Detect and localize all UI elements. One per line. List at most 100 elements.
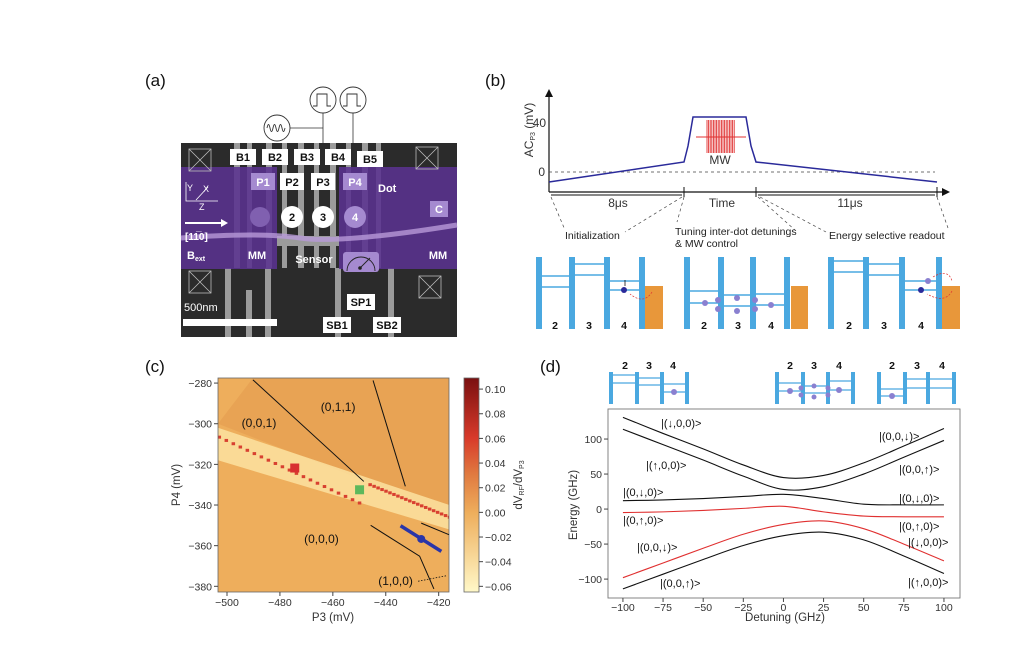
region-label: (1,0,0) xyxy=(378,574,413,588)
boundary-line xyxy=(252,379,365,482)
marker-square xyxy=(355,485,365,495)
energy-level-curve xyxy=(622,428,945,491)
region-label: (0,0,1) xyxy=(242,416,277,430)
dot-3-marker xyxy=(312,206,334,228)
sensor-label: Sensor xyxy=(295,254,333,266)
dot-number: 4 xyxy=(836,360,842,372)
transition-pixel xyxy=(238,445,243,449)
gate-label-p3: P3 xyxy=(316,177,329,189)
x-tick-label: 0 xyxy=(781,602,787,614)
x-axis-label: P3 (mV) xyxy=(312,612,354,624)
marker-square xyxy=(290,463,300,473)
y-tick-label: −100 xyxy=(578,574,602,586)
panel-c-label: (c) xyxy=(145,357,165,376)
energy-curves xyxy=(622,416,945,590)
dot-number: 4 xyxy=(768,320,774,332)
state-label: |(↑,0,0)> xyxy=(908,577,948,589)
transition-pixel xyxy=(368,483,372,487)
mw-label: MW xyxy=(709,153,731,167)
transition-pixel xyxy=(412,501,416,505)
state-labels: |(↓,0,0)> |(↑,0,0)> |(0,↓,0)> |(0,↑,0)> … xyxy=(623,418,948,590)
transition-pixel xyxy=(245,448,250,452)
electron-icon xyxy=(918,287,924,293)
device-sem-image xyxy=(180,143,458,337)
crossed-box-icon xyxy=(188,148,212,172)
x-tick-label: −25 xyxy=(734,602,752,614)
y-tick-label: 0 xyxy=(596,504,602,516)
scale-bar xyxy=(183,319,277,326)
y-axis-label: P4 (mV) xyxy=(171,464,183,506)
dot-2-number: 2 xyxy=(289,212,295,224)
dot-label: Dot xyxy=(378,183,397,195)
transition-pixel xyxy=(416,502,420,506)
transition-pixel xyxy=(280,465,285,469)
panel-a: (a) xyxy=(145,71,458,337)
dot-number: 2 xyxy=(701,320,707,332)
meter-icon xyxy=(343,252,379,272)
interval-11us: 11μs xyxy=(837,196,862,210)
bext-label: Bext xyxy=(187,250,206,263)
panel-d-label: (d) xyxy=(540,357,561,376)
colorbar-tick-label: 0.04 xyxy=(485,458,506,470)
x-tick-label: −500 xyxy=(215,597,239,609)
y-tick-label: −50 xyxy=(584,539,602,551)
y-tick-label: 100 xyxy=(584,434,602,446)
dot-number: 3 xyxy=(735,320,741,332)
axis-y-label: Y xyxy=(187,183,193,193)
energy-level-curve xyxy=(622,505,944,518)
region-label: (0,1,1) xyxy=(321,400,356,414)
transition-pixel xyxy=(273,461,278,465)
state-label: |(0,0,↑)> xyxy=(660,578,700,590)
pulse-y-label: ACP3 (mV) xyxy=(522,103,537,158)
region-label: (0,0,0) xyxy=(304,532,339,546)
y-axis-label: Energy (GHz) xyxy=(568,470,580,540)
x-tick-label: 75 xyxy=(898,602,910,614)
mw-burst xyxy=(696,120,746,153)
transition-pixel xyxy=(336,491,341,495)
transition-pixel xyxy=(447,515,449,519)
transition-pixel xyxy=(431,509,436,513)
y-tick-label: 50 xyxy=(590,469,602,481)
time-markers xyxy=(551,187,938,197)
y-tick-label: −320 xyxy=(188,459,212,471)
heatmap-axes: −500 −480 −460 −440 −420 −280 −300 −320 −340 −360… xyxy=(188,378,450,609)
crystal-direction-label: [11̅0] xyxy=(185,231,208,243)
colorbar-tick-label: 0.10 xyxy=(485,384,506,396)
c-label: C xyxy=(435,204,443,216)
gate-label-b5: B5 xyxy=(363,154,377,166)
sb2-label: SB2 xyxy=(376,320,397,332)
transition-pixel xyxy=(388,491,392,495)
boundary-line-dotted xyxy=(417,575,447,582)
panel-c: (c) (0,1,1) (0,0,1) (0,0,0) (1,0,0) −500 −48… xyxy=(145,357,526,624)
panel-a-label: (a) xyxy=(145,71,166,90)
transition-pixel xyxy=(376,486,380,490)
boundary-line xyxy=(372,380,406,487)
boundary-line xyxy=(421,522,450,536)
mm-right-label: MM xyxy=(429,250,447,262)
gate-label-b2: B2 xyxy=(268,152,282,164)
gate-label-p4: P4 xyxy=(348,177,362,189)
pulse-waveform xyxy=(548,116,938,183)
state-label: |(0,0,↑)> xyxy=(899,464,939,476)
colorbar-tick-label: −0.04 xyxy=(485,557,512,569)
boundary-line xyxy=(370,524,435,590)
mm-left-label: MM xyxy=(248,250,266,262)
x-tick-label: −100 xyxy=(611,602,635,614)
colorbar-tick-label: 0.08 xyxy=(485,409,506,421)
dot-number: 4 xyxy=(670,360,676,372)
dot-number: 2 xyxy=(787,360,793,372)
state-label: |(↓,0,0)> xyxy=(908,537,948,549)
transition-pixel xyxy=(357,501,362,505)
dot-number: 2 xyxy=(889,360,895,372)
x-axis-arrow-icon xyxy=(942,188,950,196)
colorbar-ticks: 0.10 0.08 0.06 0.04 0.02 0.00 −0.02 −0.04 −0.06 xyxy=(479,384,512,593)
energy-diagram-tuning: 2 3 4 xyxy=(684,257,808,332)
dot-number: 3 xyxy=(811,360,817,372)
phase-readout: Energy selective readout xyxy=(829,230,945,242)
transition-pixel xyxy=(427,507,432,511)
transition-pixel xyxy=(224,438,229,442)
dot-4-marker xyxy=(344,206,366,228)
transition-pixel xyxy=(252,452,257,456)
transition-pixel xyxy=(443,514,448,518)
